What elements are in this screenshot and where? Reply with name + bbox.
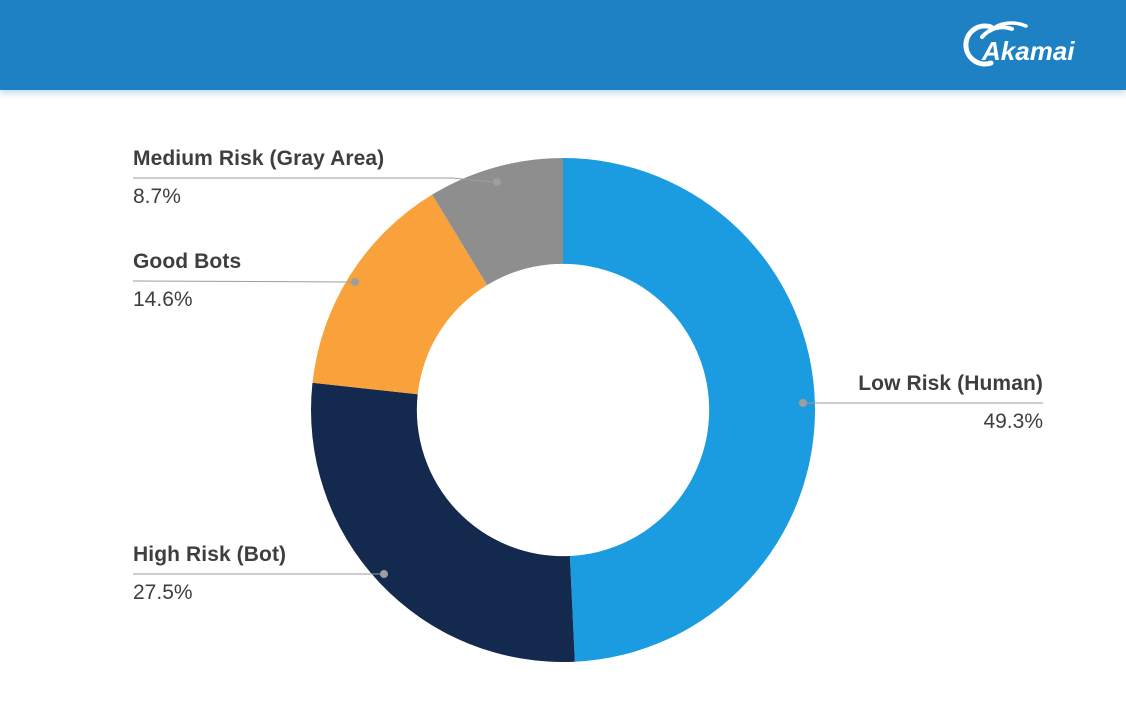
logo-text: Akamai xyxy=(981,36,1075,66)
value-good-bots: 14.6% xyxy=(133,288,193,311)
donut-slice-0 xyxy=(563,158,815,662)
value-medium-risk: 8.7% xyxy=(133,185,181,208)
value-low-risk: 49.3% xyxy=(983,410,1043,433)
value-high-risk: 27.5% xyxy=(133,581,193,604)
donut-slice-2 xyxy=(312,194,488,395)
akamai-logo: Akamai xyxy=(963,21,1075,67)
label-good-bots: Good Bots xyxy=(133,250,242,273)
label-low-risk: Low Risk (Human) xyxy=(858,372,1043,395)
header-bar: Akamai xyxy=(0,0,1126,90)
label-medium-risk: Medium Risk (Gray Area) xyxy=(133,147,385,170)
donut-chart xyxy=(311,158,815,662)
logo-swoosh-icon xyxy=(963,21,1028,67)
donut-slice-1 xyxy=(311,382,575,662)
donut-slice-3 xyxy=(432,158,563,286)
label-high-risk: High Risk (Bot) xyxy=(133,543,287,566)
